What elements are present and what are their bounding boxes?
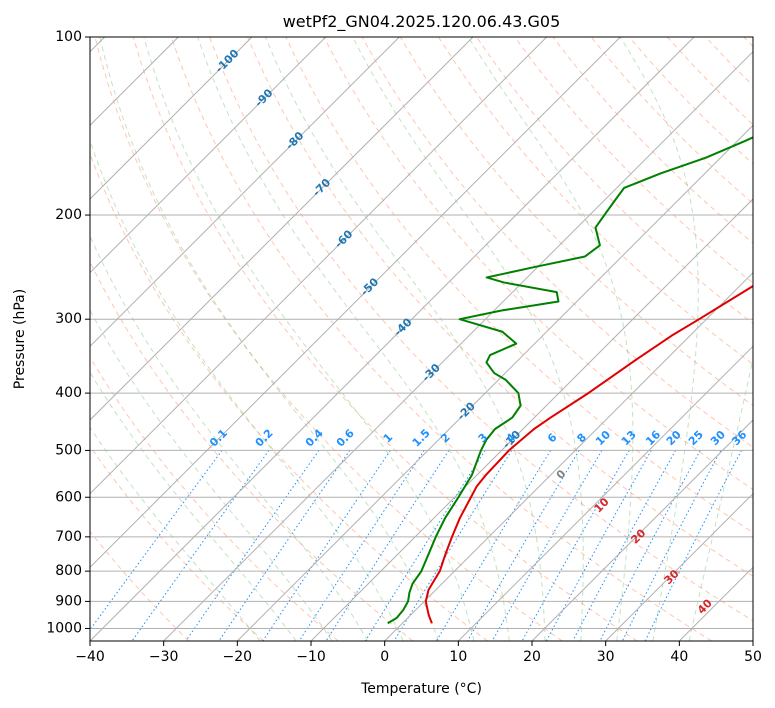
isobar-gridlines bbox=[90, 37, 753, 629]
isotherm-line bbox=[90, 37, 548, 495]
mixing-ratio-line bbox=[491, 450, 603, 641]
isotherm-line bbox=[90, 37, 695, 641]
y-tick-label: 700 bbox=[55, 529, 82, 545]
dry-adiabat-line bbox=[90, 530, 190, 641]
x-tick-label: 40 bbox=[670, 649, 688, 665]
dry-adiabat-line bbox=[399, 37, 753, 407]
isotherm-line bbox=[457, 345, 753, 641]
mixing-ratio-line bbox=[364, 450, 486, 641]
chart-title: wetPf2_GN04.2025.120.06.43.G05 bbox=[283, 12, 561, 32]
moist-adiabat-line bbox=[619, 37, 699, 641]
x-tick-label: 10 bbox=[449, 649, 467, 665]
isotherm-line bbox=[90, 37, 621, 569]
isotherm-line bbox=[90, 37, 327, 274]
x-tick-label: −30 bbox=[149, 649, 179, 665]
isotherm-line bbox=[90, 37, 474, 421]
isotherm-line bbox=[90, 37, 253, 200]
mixing-ratio-line bbox=[599, 450, 701, 641]
mixing-ratio-line bbox=[644, 450, 742, 641]
x-axis-label: Temperature (°C) bbox=[360, 681, 482, 697]
temperature-profile-line bbox=[424, 284, 753, 624]
dry-adiabat-line bbox=[90, 445, 264, 641]
y-tick-label: 100 bbox=[55, 29, 82, 45]
isotherm-gridlines bbox=[90, 37, 753, 641]
moist-adiabat-line bbox=[90, 138, 404, 641]
mixing-ratio-line bbox=[621, 450, 722, 641]
y-tick-label: 800 bbox=[55, 563, 82, 579]
x-tick-label: −40 bbox=[75, 649, 105, 665]
y-axis-ticks: 100 200 300 400 500 600 700 800 900 1000 bbox=[46, 29, 90, 636]
dry-adiabat-line bbox=[132, 37, 638, 641]
series-layer bbox=[387, 136, 753, 625]
y-tick-label: 300 bbox=[55, 311, 82, 327]
dewpoint-profile-line bbox=[387, 136, 753, 625]
isotherm-line bbox=[605, 492, 753, 641]
mixing-ratio-line bbox=[185, 450, 320, 641]
x-tick-label: −20 bbox=[223, 649, 253, 665]
dry-adiabats bbox=[90, 37, 753, 641]
mixing-ratio-line bbox=[90, 450, 223, 631]
moist-adiabat-line bbox=[90, 234, 369, 641]
dry-adiabat-line bbox=[170, 37, 712, 641]
moist-adiabat-line bbox=[264, 37, 546, 641]
isotherm-line bbox=[384, 271, 753, 641]
x-tick-label: 30 bbox=[597, 649, 615, 665]
dry-adiabat-line bbox=[90, 152, 488, 641]
dry-adiabat-line bbox=[209, 37, 753, 622]
y-tick-label: 600 bbox=[55, 489, 82, 505]
dry-adiabat-line bbox=[90, 356, 339, 641]
isotherm-line bbox=[163, 50, 753, 641]
isotherm-line bbox=[236, 124, 753, 641]
y-tick-label: 500 bbox=[55, 442, 82, 458]
dry-adiabat-line bbox=[247, 37, 753, 577]
x-axis-ticks: −40 −30 −20 −10 0 10 20 30 40 50 bbox=[75, 641, 762, 665]
moist-adiabat-line bbox=[90, 371, 297, 641]
isotherm-line bbox=[310, 198, 753, 641]
moist-adiabat-line bbox=[99, 37, 439, 641]
plot-frame bbox=[89, 36, 754, 642]
mixing-ratio-line bbox=[545, 450, 652, 641]
isotherm-line bbox=[531, 419, 753, 641]
moist-adiabat-line bbox=[90, 426, 261, 641]
moist-adiabat-line bbox=[143, 37, 475, 641]
dry-adiabat-line bbox=[94, 37, 563, 641]
moist-adiabat-line bbox=[352, 37, 584, 641]
y-tick-label: 200 bbox=[55, 207, 82, 223]
isotherm-line bbox=[90, 37, 400, 348]
y-axis-label: Pressure (hPa) bbox=[12, 289, 28, 389]
y-tick-label: 900 bbox=[55, 593, 82, 609]
mixing-ratio-line bbox=[572, 450, 676, 641]
plot-area: -100-90-80-70-60-50-40-30-20-100.1 0.2 0.4… bbox=[90, 37, 753, 641]
x-tick-label: 50 bbox=[744, 649, 762, 665]
mixing-ratio-line bbox=[218, 450, 351, 641]
x-tick-label: 0 bbox=[380, 649, 389, 665]
dry-adiabat-line bbox=[514, 37, 753, 284]
y-tick-label: 1000 bbox=[46, 620, 82, 636]
y-tick-label: 400 bbox=[55, 385, 82, 401]
x-tick-label: 20 bbox=[523, 649, 541, 665]
x-tick-label: −10 bbox=[296, 649, 326, 665]
mixing-ratio-line bbox=[262, 450, 391, 641]
